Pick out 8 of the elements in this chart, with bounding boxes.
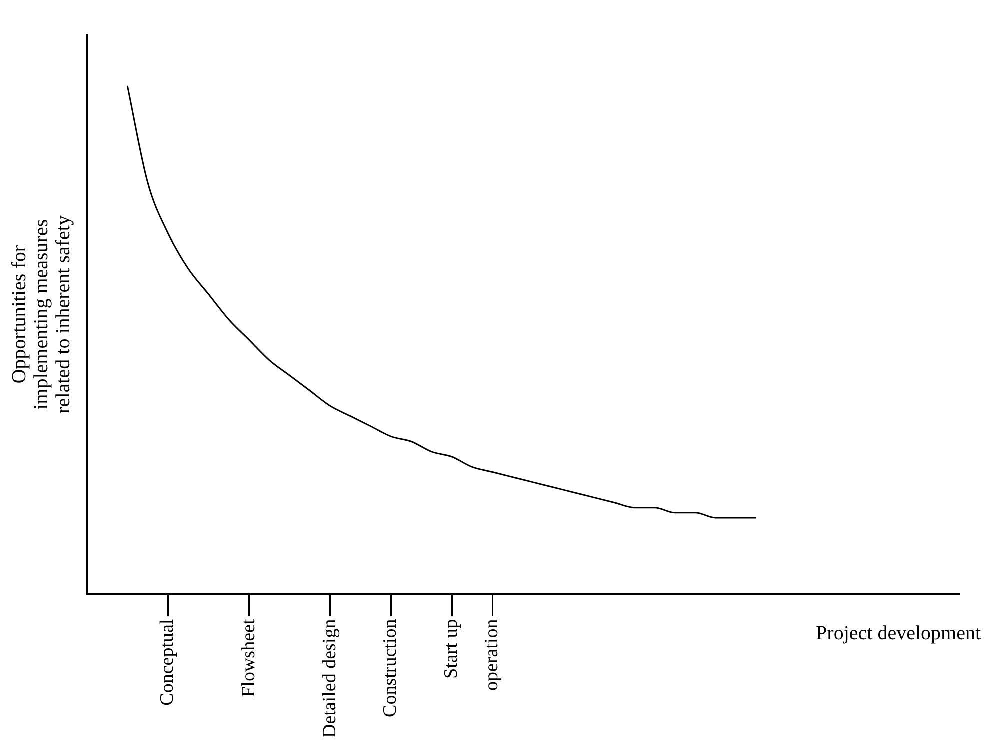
- x-tick-label: Detailed design: [319, 618, 340, 738]
- x-tick-label: Conceptual: [157, 619, 178, 706]
- x-axis-title: Project development: [816, 622, 982, 645]
- x-tick-label: Construction: [380, 618, 402, 718]
- y-axis-title: Opportunities for implementing measures related to inherent safety: [8, 216, 74, 414]
- x-tick-label: operation: [482, 618, 503, 692]
- x-tick-label: Flowsheet: [238, 618, 260, 698]
- x-tick-label: Start up: [441, 619, 462, 679]
